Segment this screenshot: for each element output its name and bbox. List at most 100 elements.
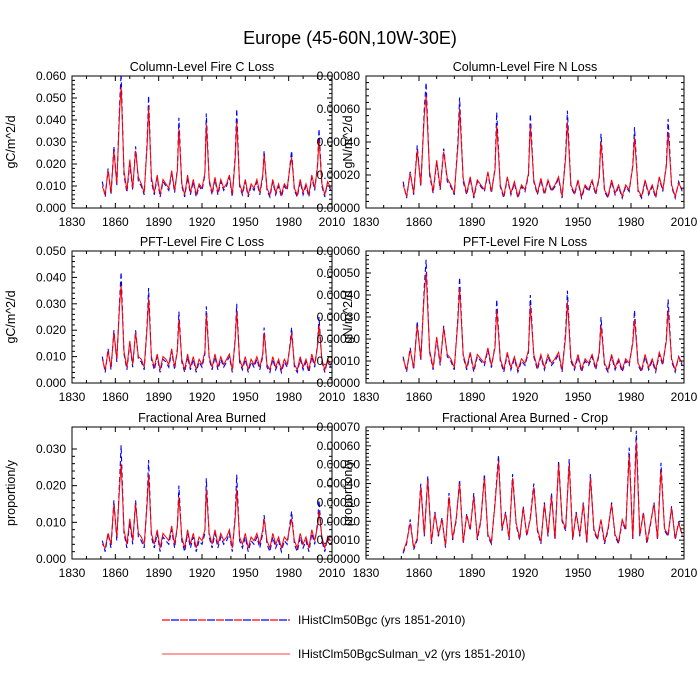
y-tick-label: 0.00040 bbox=[317, 288, 361, 302]
panel-3: 1830 1860 1890 1920 1950 1980 2010 0.000 0.010 0.… bbox=[4, 235, 346, 404]
panel-4: 1830 1860 1890 1920 1950 1980 20100.000000.000… bbox=[317, 235, 698, 404]
x-tick-label: 1860 bbox=[406, 390, 433, 404]
panels: 1830 1860 1890 1920 1950 1980 2010 0.000 0.010 0.… bbox=[4, 60, 698, 580]
series-line-2 bbox=[101, 463, 331, 550]
series-line-1 bbox=[402, 430, 683, 554]
x-tick-label: 1860 bbox=[102, 566, 129, 580]
y-tick-label: 0.000 bbox=[36, 376, 66, 390]
y-tick-label: 0.00040 bbox=[317, 135, 361, 149]
x-tick-label: 1920 bbox=[512, 390, 539, 404]
x-tick-label: 1950 bbox=[565, 566, 592, 580]
series-line-1 bbox=[402, 82, 683, 201]
y-tick-label: 0.010 bbox=[36, 515, 66, 529]
x-tick-label: 1920 bbox=[189, 390, 216, 404]
y-tick-label: 0.040 bbox=[36, 113, 66, 127]
x-tick-label: 1890 bbox=[459, 215, 486, 229]
x-tick-label: 1860 bbox=[102, 390, 129, 404]
panel-title: PFT-Level Fire C Loss bbox=[140, 235, 264, 249]
y-tick-label: 0.00060 bbox=[317, 102, 361, 116]
y-tick-label: 0.060 bbox=[36, 69, 66, 83]
y-axis-label: gC/m^2/d bbox=[4, 115, 18, 168]
x-tick-label: 1950 bbox=[565, 215, 592, 229]
y-tick-label: 0.00050 bbox=[317, 458, 361, 472]
y-axis-label: proportion/y bbox=[341, 459, 355, 526]
series-line-1 bbox=[402, 259, 683, 375]
x-tick-label: 2010 bbox=[671, 215, 698, 229]
y-tick-label: 0.00060 bbox=[317, 244, 361, 258]
x-tick-label: 1920 bbox=[512, 215, 539, 229]
y-tick-label: 0.00020 bbox=[317, 168, 361, 182]
legend: IHistClm50Bgc (yrs 1851-2010) IHistClm50… bbox=[162, 613, 525, 661]
y-axis-label: proportion/y bbox=[4, 459, 18, 526]
y-tick-label: 0.030 bbox=[36, 297, 66, 311]
y-tick-label: 0.010 bbox=[36, 179, 66, 193]
x-tick-label: 1980 bbox=[275, 390, 302, 404]
x-tick-label: 2010 bbox=[319, 215, 346, 229]
x-tick-label: 1980 bbox=[618, 390, 645, 404]
panel-title: Fractional Area Burned bbox=[138, 411, 266, 425]
y-tick-label: 0.00050 bbox=[317, 266, 361, 280]
series-line-1 bbox=[101, 272, 332, 375]
x-tick-label: 1890 bbox=[459, 566, 486, 580]
panel-6: 1830 1860 1890 1920 1950 1980 20100.000000.000… bbox=[317, 411, 698, 580]
series-line-2 bbox=[101, 86, 332, 197]
panel-title: Column-Level Fire C Loss bbox=[130, 60, 275, 74]
y-tick-label: 0.00030 bbox=[317, 310, 361, 324]
x-tick-label: 1890 bbox=[145, 390, 172, 404]
series-line-2 bbox=[402, 95, 683, 199]
y-tick-label: 0.00060 bbox=[317, 439, 361, 453]
y-tick-label: 0.00000 bbox=[317, 552, 361, 566]
x-tick-label: 1950 bbox=[232, 390, 259, 404]
x-tick-label: 1830 bbox=[59, 215, 86, 229]
series-line-2 bbox=[101, 285, 332, 372]
x-tick-label: 1890 bbox=[145, 566, 172, 580]
y-tick-label: 0.00010 bbox=[317, 533, 361, 547]
x-tick-label: 2010 bbox=[319, 390, 346, 404]
x-tick-label: 2010 bbox=[671, 390, 698, 404]
x-tick-label: 1980 bbox=[618, 215, 645, 229]
panel-5: 1830 1860 1890 1920 1950 1980 2010 0.000 0.010 0.… bbox=[4, 411, 346, 580]
panel-title: PFT-Level Fire N Loss bbox=[463, 235, 587, 249]
x-tick-label: 1920 bbox=[189, 566, 216, 580]
y-tick-label: 0.00000 bbox=[317, 201, 361, 215]
y-tick-label: 0.020 bbox=[36, 479, 66, 493]
panel-title: Fractional Area Burned - Crop bbox=[442, 411, 608, 425]
x-tick-label: 1980 bbox=[275, 566, 302, 580]
x-tick-label: 1890 bbox=[145, 215, 172, 229]
y-tick-label: 0.00040 bbox=[317, 477, 361, 491]
x-tick-label: 2010 bbox=[671, 566, 698, 580]
x-tick-label: 1830 bbox=[59, 566, 86, 580]
x-tick-label: 2010 bbox=[319, 566, 346, 580]
y-tick-label: 0.030 bbox=[36, 135, 66, 149]
y-tick-label: 0.00020 bbox=[317, 514, 361, 528]
x-tick-label: 1920 bbox=[189, 215, 216, 229]
legend-entry-1: IHistClm50Bgc (yrs 1851-2010) bbox=[162, 613, 465, 627]
legend-label-2: IHistClm50BgcSulman_v2 (yrs 1851-2010) bbox=[298, 647, 525, 661]
x-tick-label: 1860 bbox=[406, 215, 433, 229]
x-tick-label: 1830 bbox=[59, 390, 86, 404]
y-tick-label: 0.000 bbox=[36, 552, 66, 566]
y-tick-label: 0.00020 bbox=[317, 332, 361, 346]
y-tick-label: 0.040 bbox=[36, 270, 66, 284]
y-tick-label: 0.00070 bbox=[317, 420, 361, 434]
x-tick-label: 1980 bbox=[275, 215, 302, 229]
y-tick-label: 0.020 bbox=[36, 323, 66, 337]
y-tick-label: 0.050 bbox=[36, 244, 66, 258]
y-tick-label: 0.00030 bbox=[317, 495, 361, 509]
x-tick-label: 1890 bbox=[459, 390, 486, 404]
panel-2: 1830 1860 1890 1920 1950 1980 20100.000000.000… bbox=[317, 60, 698, 229]
panel-1: 1830 1860 1890 1920 1950 1980 2010 0.000 0.010 0.… bbox=[4, 60, 346, 229]
y-axis-label: gN/m^2/d bbox=[341, 290, 355, 343]
x-tick-label: 1830 bbox=[353, 566, 380, 580]
x-tick-label: 1950 bbox=[232, 566, 259, 580]
y-tick-label: 0.000 bbox=[36, 201, 66, 215]
y-tick-label: 0.050 bbox=[36, 91, 66, 105]
x-tick-label: 1980 bbox=[618, 566, 645, 580]
x-tick-label: 1830 bbox=[353, 215, 380, 229]
y-tick-label: 0.010 bbox=[36, 350, 66, 364]
series-line-2 bbox=[402, 442, 683, 552]
x-tick-label: 1950 bbox=[232, 215, 259, 229]
legend-entry-2: IHistClm50BgcSulman_v2 (yrs 1851-2010) bbox=[162, 647, 525, 661]
x-tick-label: 1860 bbox=[102, 215, 129, 229]
